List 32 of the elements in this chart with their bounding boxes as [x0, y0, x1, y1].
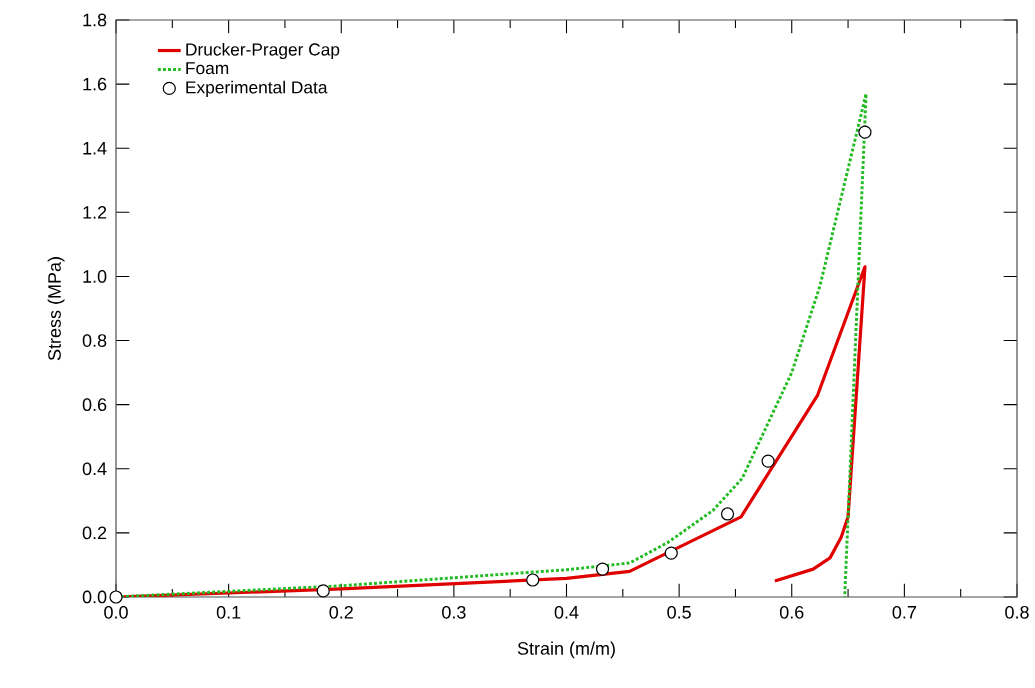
x-tick-label: 0.0 — [104, 605, 128, 619]
y-tick-label: 0.6 — [82, 398, 107, 412]
x-axis-title: Strain (m/m) — [517, 641, 615, 659]
point — [526, 573, 540, 587]
y-tick-label: 1.4 — [83, 142, 107, 155]
x-tick-label: 0.1 — [216, 605, 241, 619]
y-tick-label: 1.8 — [83, 13, 107, 27]
point — [316, 584, 330, 598]
x-tick-label: 0.4 — [554, 605, 579, 619]
point — [858, 125, 872, 139]
x-tick-label: 0.5 — [667, 605, 691, 619]
y-tick-label: 0.2 — [82, 526, 107, 540]
point — [720, 507, 735, 521]
y-tick-label: 0.8 — [82, 334, 107, 347]
legend-label: Foam — [186, 62, 229, 75]
x-tick-label: 0.8 — [1005, 605, 1029, 619]
y-tick-label: 1.6 — [83, 77, 107, 91]
y-tick-label: 0.4 — [82, 462, 107, 476]
y-tick-label: 0.0 — [82, 590, 107, 604]
point — [664, 546, 678, 560]
y-axis-title: Stress (MPa) — [47, 257, 65, 361]
x-tick-label: 0.3 — [442, 605, 466, 619]
point — [109, 590, 123, 604]
x-tick-label: 0.7 — [892, 605, 916, 619]
point — [595, 562, 610, 576]
point — [761, 454, 775, 468]
y-tick-label: 1.0 — [83, 270, 107, 283]
x-tick-label: 0.2 — [329, 605, 353, 619]
legend-label: Experimental Data — [186, 80, 328, 97]
legend-label: Drucker-Prager Cap — [186, 42, 340, 60]
x-tick-label: 0.6 — [779, 605, 804, 619]
y-tick-label: 1.2 — [83, 206, 107, 219]
